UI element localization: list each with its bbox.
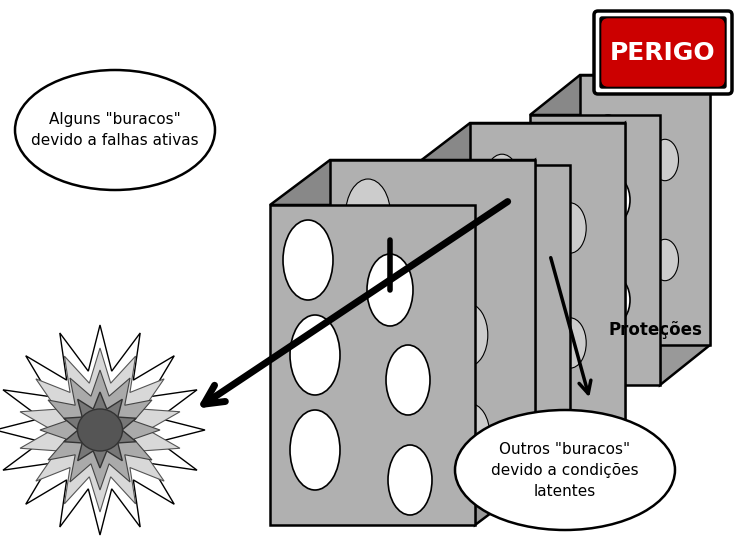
Polygon shape — [570, 123, 625, 465]
Ellipse shape — [548, 248, 582, 302]
Polygon shape — [270, 205, 475, 525]
Polygon shape — [530, 115, 660, 385]
Text: PERIGO: PERIGO — [610, 40, 716, 65]
Polygon shape — [660, 75, 710, 385]
Ellipse shape — [490, 259, 526, 317]
Text: Outros "buracos"
devido a condições
latentes: Outros "buracos" devido a condições late… — [492, 441, 639, 498]
Polygon shape — [64, 392, 136, 468]
Ellipse shape — [450, 404, 490, 467]
Ellipse shape — [554, 318, 586, 368]
Ellipse shape — [484, 154, 520, 212]
Ellipse shape — [283, 220, 333, 300]
Ellipse shape — [455, 410, 675, 530]
Text: Alguns "buracos"
devido a falhas ativas: Alguns "buracos" devido a falhas ativas — [31, 112, 199, 148]
Polygon shape — [530, 75, 710, 115]
Ellipse shape — [593, 115, 624, 165]
FancyBboxPatch shape — [602, 19, 724, 86]
Ellipse shape — [345, 179, 390, 251]
Ellipse shape — [388, 445, 432, 515]
Polygon shape — [270, 160, 535, 205]
Ellipse shape — [600, 177, 630, 223]
Polygon shape — [415, 123, 625, 165]
Ellipse shape — [554, 203, 586, 253]
Ellipse shape — [550, 337, 580, 383]
Ellipse shape — [77, 409, 123, 451]
Ellipse shape — [600, 277, 630, 323]
Ellipse shape — [652, 239, 678, 281]
Ellipse shape — [386, 345, 430, 415]
Ellipse shape — [600, 211, 630, 259]
Polygon shape — [0, 325, 205, 535]
FancyBboxPatch shape — [600, 17, 726, 88]
Ellipse shape — [290, 315, 340, 395]
Polygon shape — [40, 370, 160, 490]
Polygon shape — [475, 160, 535, 525]
Ellipse shape — [448, 304, 488, 366]
Ellipse shape — [353, 369, 398, 441]
Ellipse shape — [497, 242, 533, 298]
Ellipse shape — [497, 357, 533, 413]
Text: Proteções: Proteções — [608, 321, 702, 339]
Ellipse shape — [367, 254, 413, 326]
Ellipse shape — [15, 70, 215, 190]
FancyBboxPatch shape — [594, 11, 732, 94]
Ellipse shape — [541, 152, 575, 208]
Ellipse shape — [290, 410, 340, 490]
Ellipse shape — [652, 139, 678, 181]
Ellipse shape — [427, 193, 467, 257]
Ellipse shape — [430, 213, 471, 277]
Polygon shape — [330, 160, 535, 480]
Polygon shape — [470, 123, 625, 423]
Polygon shape — [580, 75, 710, 345]
Polygon shape — [415, 165, 570, 465]
Ellipse shape — [601, 299, 629, 341]
Polygon shape — [20, 348, 180, 512]
Ellipse shape — [433, 298, 473, 362]
Ellipse shape — [353, 274, 398, 346]
